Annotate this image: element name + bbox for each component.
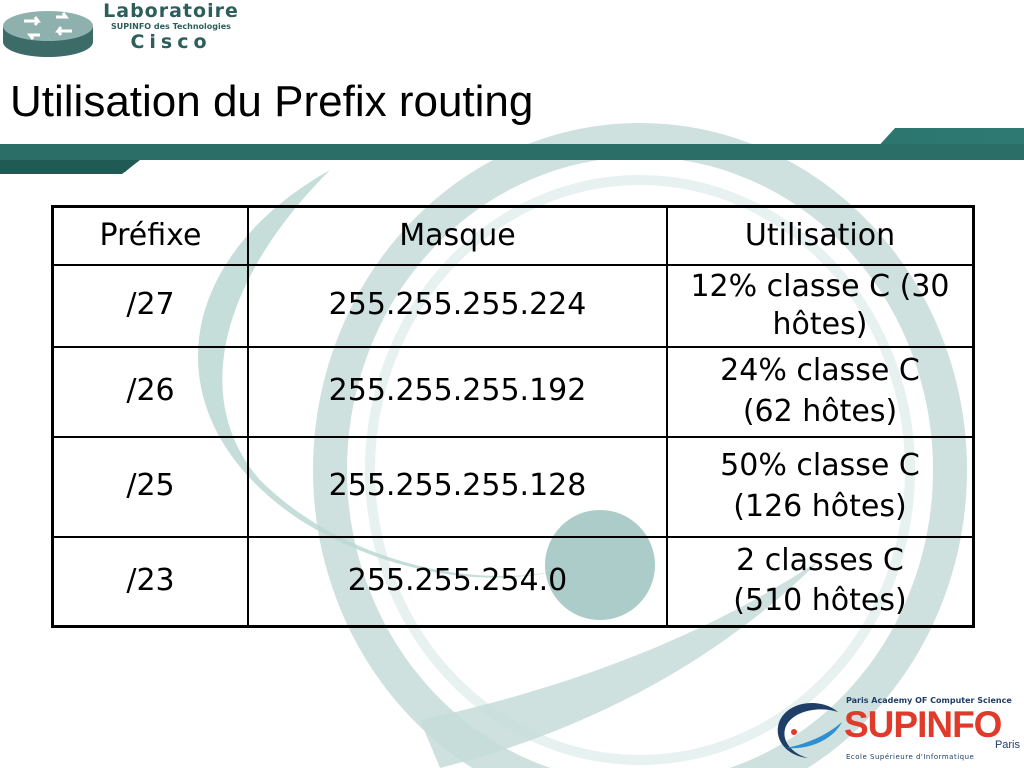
cell-prefix: /26 <box>51 345 249 438</box>
cell-utilisation-line: 24% classe C <box>720 353 920 388</box>
cell-prefix: /27 <box>51 263 249 348</box>
cell-utilisation: 12% classe C (30 hôtes) <box>666 263 975 348</box>
footer-city-text: Paris <box>994 739 1020 751</box>
slide-title: Utilisation du Prefix routing <box>10 77 534 126</box>
footer-school-text: Ecole Supérieure d'Informatique <box>846 753 975 761</box>
cell-utilisation: 24% classe C (62 hôtes) <box>666 345 975 438</box>
cell-utilisation-line: 50% classe C <box>720 448 920 483</box>
cell-mask: 255.255.255.192 <box>247 345 668 438</box>
cell-prefix: /23 <box>51 535 249 628</box>
logo-line-laboratoire: Laboratoire <box>103 0 239 22</box>
header-mask: Masque <box>247 205 668 266</box>
cell-utilisation-line: (126 hôtes) <box>733 488 907 524</box>
cell-utilisation: 2 classes C (510 hôtes) <box>666 535 975 628</box>
prefix-table-container: Préfixe Masque Utilisation /27 255.255.2… <box>51 205 975 628</box>
logo-line-supinfo: SUPINFO des Technologies <box>111 22 231 31</box>
laboratoire-cisco-logo: Laboratoire SUPINFO des Technologies Cis… <box>0 0 250 60</box>
swoosh-logo-icon <box>777 702 842 758</box>
footer-academy-text: Paris Academy OF Computer Science <box>846 696 1012 705</box>
router-icon <box>3 11 93 57</box>
footer-brand-text: SUPINFO <box>844 704 1002 745</box>
logo-line-cisco: Cisco <box>130 31 212 53</box>
table-row: /26 255.255.255.192 24% classe C (62 hôt… <box>51 345 975 438</box>
table-row: /25 255.255.255.128 50% classe C (126 hô… <box>51 435 975 538</box>
cell-utilisation: 50% classe C (126 hôtes) <box>666 435 975 538</box>
logo-text: Laboratoire SUPINFO des Technologies Cis… <box>96 2 246 52</box>
cell-utilisation-line: (510 hôtes) <box>733 583 907 619</box>
table-row: /27 255.255.255.224 12% classe C (30 hôt… <box>51 263 975 348</box>
table-row: /23 255.255.254.0 2 classes C (510 hôtes… <box>51 535 975 628</box>
header-prefix: Préfixe <box>51 205 249 266</box>
supinfo-logo: Paris Academy OF Computer Science SUPINF… <box>772 692 1024 768</box>
prefix-table: Préfixe Masque Utilisation /27 255.255.2… <box>51 205 975 628</box>
cell-utilisation-line: 12% classe C (30 <box>690 269 950 304</box>
cell-utilisation-line: 2 classes C <box>736 542 904 578</box>
header-utilisation: Utilisation <box>666 205 975 266</box>
cell-prefix: /25 <box>51 435 249 538</box>
cell-mask: 255.255.255.224 <box>247 263 668 348</box>
cell-mask: 255.255.254.0 <box>247 535 668 628</box>
cell-utilisation-line: (62 hôtes) <box>742 393 898 429</box>
cell-mask: 255.255.255.128 <box>247 435 668 538</box>
cell-utilisation-line: hôtes) <box>772 306 868 342</box>
table-header-row: Préfixe Masque Utilisation <box>51 205 975 266</box>
